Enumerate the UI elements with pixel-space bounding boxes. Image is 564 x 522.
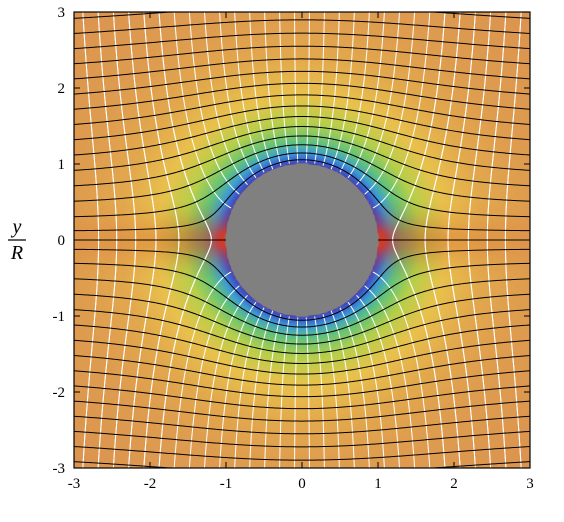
ytick-label: -1 (53, 309, 66, 325)
ytick-label: -3 (53, 461, 66, 477)
obstacle-circle (226, 164, 378, 316)
xtick-label: -3 (68, 476, 81, 492)
ylabel-denominator: R (10, 242, 23, 264)
xtick-label: 2 (450, 476, 458, 492)
xtick-label: -2 (144, 476, 157, 492)
chart-container: -3 -2 -1 0 1 2 3 -3 -2 -1 0 1 2 3 yR (0, 0, 564, 522)
ytick-label: 1 (58, 157, 66, 173)
plot-area (51, 0, 553, 491)
ytick-label: 0 (58, 233, 66, 249)
ytick-label: -2 (53, 385, 66, 401)
ytick-label: 2 (58, 81, 66, 97)
ytick-label: 3 (58, 5, 66, 21)
xtick-label: -1 (220, 476, 233, 492)
xtick-label: 1 (374, 476, 382, 492)
ylabel-numerator: y (11, 216, 22, 238)
flow-density-plot: -3 -2 -1 0 1 2 3 -3 -2 -1 0 1 2 3 yR (0, 0, 564, 522)
xtick-label: 3 (526, 476, 534, 492)
xtick-label: 0 (298, 476, 306, 492)
